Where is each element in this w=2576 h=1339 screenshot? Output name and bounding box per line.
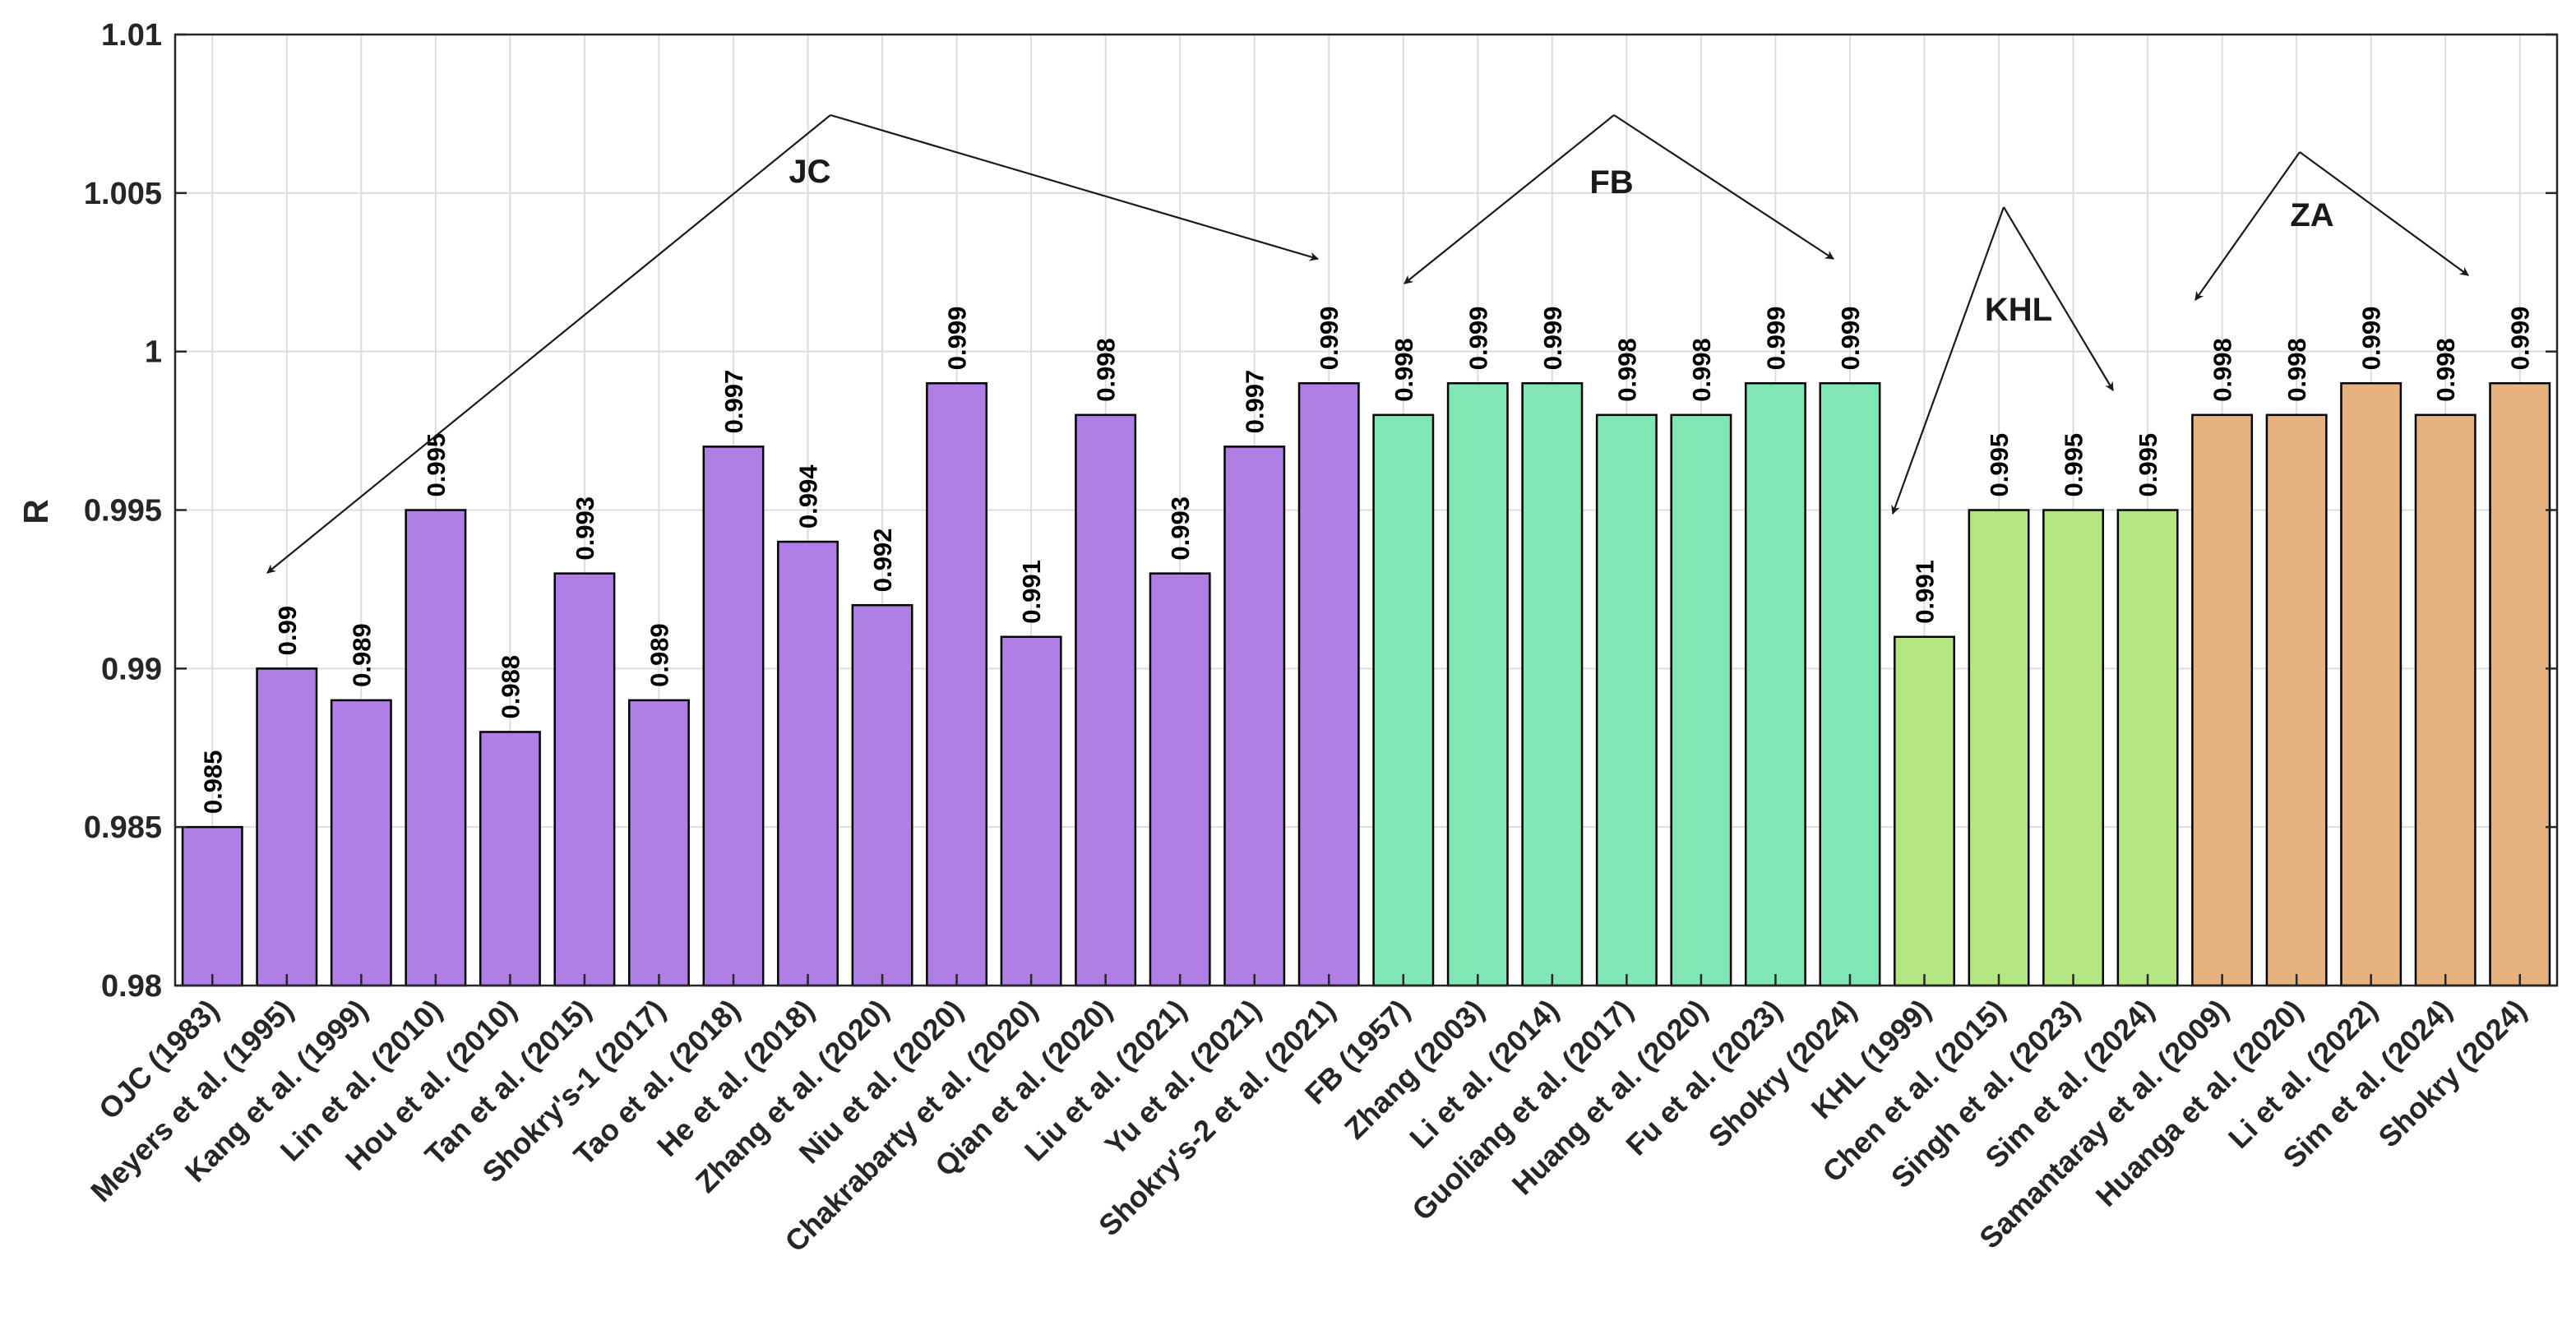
- group-arrow: [1613, 114, 1834, 260]
- bar: [702, 446, 765, 987]
- group-arrow: [2299, 151, 2469, 276]
- group-label: FB: [1589, 164, 1633, 201]
- bar: [1744, 381, 1806, 987]
- group-arrow: [1891, 206, 2005, 515]
- group-annotation: JC: [266, 113, 1320, 574]
- value-label: 0.995: [2060, 433, 2088, 497]
- value-label: 0.991: [1910, 560, 1939, 624]
- y-tick-label: 1.005: [84, 177, 162, 211]
- bar: [2340, 381, 2403, 987]
- y-tick-label: 0.985: [84, 810, 162, 845]
- bar: [851, 603, 913, 987]
- bar: [405, 509, 467, 987]
- bar: [926, 381, 988, 987]
- value-label: 0.997: [719, 370, 748, 434]
- group-arrow: [1404, 114, 1615, 284]
- y-tick-labels: 0.98 0.985 0.99 0.995 1 1.005 1.01: [84, 18, 162, 1004]
- bar: [1223, 446, 1286, 987]
- group-arrow: [830, 113, 1320, 261]
- value-label: 0.995: [2134, 433, 2162, 497]
- value-label: 0.998: [1612, 338, 1641, 402]
- value-label: 0.998: [2208, 338, 2237, 402]
- y-tick-label: 1: [145, 335, 162, 370]
- value-label-layer: 0.985 0.99 0.989 0.995 0.988 0.993 0.989 0.997 0…: [198, 307, 2534, 815]
- bar: [553, 572, 616, 987]
- bar: [2042, 509, 2105, 987]
- bar: [1521, 381, 1584, 987]
- value-label: 0.999: [1761, 307, 1790, 371]
- bar: [330, 699, 392, 987]
- group-arrow: [2194, 151, 2301, 301]
- value-label: 0.998: [1092, 338, 1121, 402]
- annotation-layer: JC FB KHL ZA: [266, 113, 2469, 574]
- value-label: 0.997: [1241, 370, 1270, 434]
- value-label: 0.999: [1538, 307, 1567, 371]
- group-label: JC: [789, 154, 830, 190]
- bar: [2116, 509, 2179, 987]
- value-label: 0.99: [273, 606, 302, 655]
- bar: [2489, 381, 2551, 987]
- bar: [2191, 413, 2254, 987]
- group-annotation: ZA: [2194, 151, 2469, 301]
- value-label: 0.988: [496, 655, 525, 719]
- bar: [1595, 413, 1658, 987]
- bar: [1446, 381, 1509, 987]
- value-label: 0.999: [1836, 307, 1865, 371]
- value-label: 0.991: [1017, 560, 1046, 624]
- bar-layer: [181, 381, 2551, 987]
- value-label: 0.993: [1166, 496, 1195, 561]
- bar: [627, 699, 690, 987]
- bar: [1894, 635, 1955, 987]
- bar: [1075, 413, 1137, 987]
- group-arrow: [266, 114, 831, 574]
- group-annotation: FB: [1404, 114, 1834, 284]
- value-label: 0.998: [1390, 338, 1418, 402]
- value-label: 0.999: [1315, 307, 1343, 371]
- x-tick-labels: OJC (1983)Meyers et al. (1995)Kang et al…: [84, 993, 2532, 1258]
- bar: [2265, 413, 2328, 987]
- value-label: 0.999: [1464, 307, 1492, 371]
- value-label: 0.993: [571, 496, 599, 561]
- group-arrow: [2003, 206, 2114, 391]
- bar: [1819, 381, 1881, 987]
- value-label: 0.998: [2282, 338, 2311, 402]
- value-label: 0.994: [794, 464, 823, 529]
- bar: [1372, 413, 1435, 987]
- value-label: 0.999: [2506, 307, 2535, 371]
- bar: [777, 540, 839, 987]
- value-label: 0.992: [868, 529, 897, 593]
- bar: [1968, 509, 2030, 987]
- y-tick-label: 1.01: [101, 18, 162, 53]
- value-label: 0.985: [198, 750, 227, 815]
- y-axis-title: R: [16, 499, 55, 524]
- value-label: 0.989: [645, 623, 673, 687]
- value-label: 0.999: [943, 307, 972, 371]
- value-label: 0.995: [1985, 433, 2014, 497]
- bar: [256, 667, 318, 987]
- bar: [1670, 413, 1732, 987]
- bar: [181, 825, 243, 987]
- value-label: 0.998: [1687, 338, 1716, 402]
- value-label: 0.998: [2431, 338, 2460, 402]
- y-tick-label: 0.99: [101, 652, 162, 686]
- bar: [1297, 381, 1360, 987]
- bar: [479, 731, 541, 987]
- value-label: 0.999: [2357, 307, 2386, 371]
- bar: [1000, 635, 1062, 987]
- group-label: ZA: [2290, 197, 2333, 233]
- group-annotation: KHL: [1891, 206, 2114, 515]
- bar: [2414, 413, 2477, 987]
- y-tick-label: 0.995: [84, 494, 162, 529]
- y-tick-label: 0.98: [101, 969, 162, 1004]
- axis-layer: [173, 33, 2559, 987]
- value-label: 0.989: [347, 623, 376, 687]
- bar: [1149, 572, 1211, 987]
- group-label: KHL: [1985, 292, 2052, 328]
